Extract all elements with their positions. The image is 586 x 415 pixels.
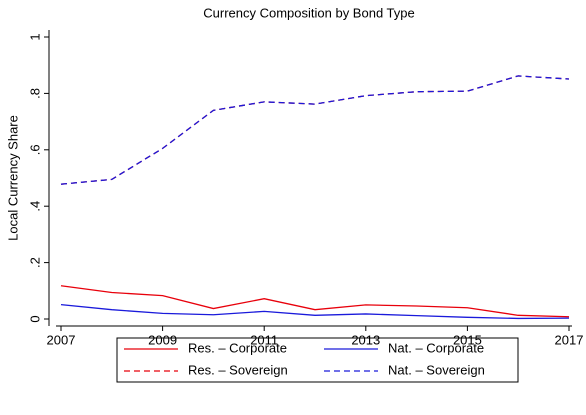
x-tick-label: 2011 (250, 332, 278, 347)
legend-label: Res. – Corporate (188, 340, 287, 355)
legend-label: Nat. – Sovereign (388, 362, 485, 377)
y-tick-label: .8 (27, 88, 42, 99)
x-tick-label: 2015 (453, 332, 482, 347)
y-tick-label: .6 (27, 144, 42, 155)
y-tick-label: 0 (27, 315, 42, 322)
x-tick-label: 2009 (148, 332, 177, 347)
y-tick-label: 1 (27, 33, 42, 40)
series-line (60, 303, 570, 320)
legend-label: Res. – Sovereign (188, 362, 288, 377)
series-line (60, 285, 570, 318)
x-tick-label: 2013 (351, 332, 380, 347)
chart-title: Currency Composition by Bond Type (203, 5, 414, 20)
legend-label: Nat. – Corporate (388, 340, 484, 355)
series-line (60, 75, 570, 185)
series-line (60, 75, 570, 185)
x-tick-label: 2017 (555, 332, 584, 347)
y-tick-label: .4 (27, 201, 42, 212)
y-tick-label: .2 (27, 257, 42, 268)
y-axis-label: Local Currency Share (5, 115, 20, 241)
legend-box (116, 337, 519, 383)
x-tick-label: 2007 (47, 332, 76, 347)
